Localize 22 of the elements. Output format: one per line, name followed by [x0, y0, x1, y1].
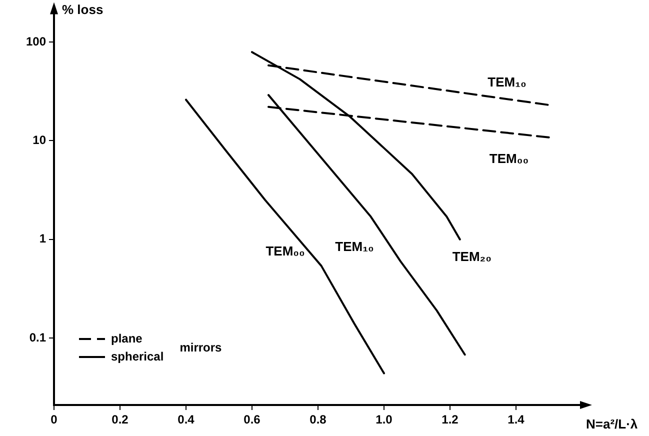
y-tick-label: 1 [39, 232, 46, 246]
x-tick-label: 0.4 [178, 412, 195, 427]
x-axis-title: N=a²/L·λ [586, 416, 638, 432]
annotation: TEM₁₀ [488, 74, 526, 90]
x-tick-label: 0 [50, 412, 58, 427]
y-axis-title: % loss [62, 2, 104, 17]
x-tick-label: 1.0 [376, 412, 393, 427]
x-tick-label: 1.2 [442, 412, 459, 427]
annotation: TEM₀₀ [489, 150, 529, 166]
y-tick-label: 100 [26, 34, 46, 48]
legend-label: spherical [111, 349, 164, 364]
legend-title: mirrors [180, 340, 222, 354]
x-tick-label: 0.6 [244, 412, 261, 427]
y-tick-label: 10 [32, 133, 46, 148]
annotation: TEM₀₀ [266, 243, 306, 258]
y-tick-label: 0.1 [29, 330, 46, 344]
annotation: TEM₂₀ [452, 248, 492, 264]
x-tick-label: 0.2 [112, 412, 129, 427]
legend-label: plane [111, 331, 143, 346]
x-tick-label: 1.4 [508, 412, 525, 427]
x-tick-label: 0.8 [310, 412, 327, 427]
annotation: TEM₁₀ [335, 238, 374, 254]
